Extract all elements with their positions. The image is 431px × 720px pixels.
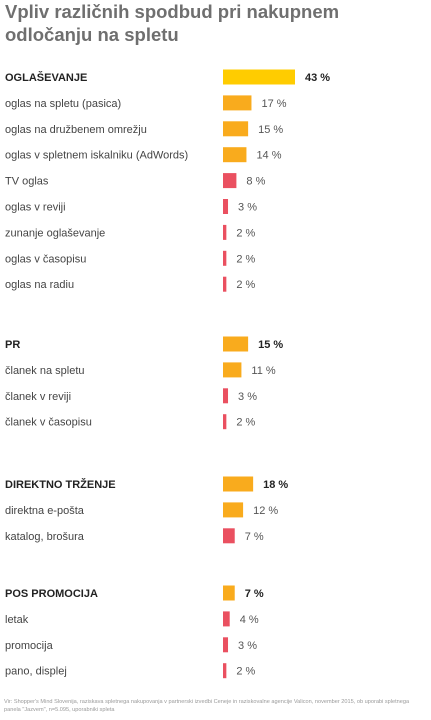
value-label-pr: 15 %	[258, 339, 283, 351]
category-label-pr: PR	[5, 339, 20, 351]
bar-oglas-na-radiu	[223, 276, 227, 292]
bar-oglas-na-druzbenem-omrezju	[223, 121, 249, 137]
bar-letak	[223, 611, 230, 627]
value-label-katalog-brosura: 7 %	[245, 531, 264, 543]
category-label-tv-oglas: TV oglas	[5, 176, 49, 188]
value-label-direktno-trzenje: 18 %	[263, 479, 288, 491]
category-label-katalog-brosura: katalog, brošura	[5, 531, 85, 543]
category-label-oglas-na-druzbenem-omrezju: oglas na družbenem omrežju	[5, 124, 147, 136]
value-label-oglasevanje: 43 %	[305, 72, 330, 84]
bar-direktno-trzenje	[223, 476, 254, 492]
category-label-promocija: promocija	[5, 640, 54, 652]
category-label-clanek-v-reviji: članek v reviji	[5, 391, 71, 403]
bar-zunanje-oglasevanje	[223, 224, 227, 240]
bar-clanek-na-spletu	[223, 362, 242, 378]
bar-direktna-e-posta	[223, 502, 244, 518]
category-label-oglas-na-spletu-pasica: oglas na spletu (pasica)	[5, 98, 121, 110]
bar-oglas-v-spletnem-iskalniku-adwords	[223, 147, 247, 163]
bar-oglas-v-casopisu	[223, 250, 227, 266]
bar-clanek-v-reviji	[223, 388, 229, 404]
bar-oglas-na-spletu-pasica	[223, 95, 252, 111]
value-label-clanek-na-spletu: 11 %	[251, 365, 275, 377]
bar-pr	[223, 336, 249, 352]
value-label-oglas-na-spletu-pasica: 17 %	[261, 98, 286, 110]
value-label-tv-oglas: 8 %	[246, 176, 265, 188]
value-label-oglas-v-reviji: 3 %	[238, 202, 257, 214]
category-label-direktna-e-posta: direktna e-pošta	[5, 505, 85, 517]
category-label-letak: letak	[5, 614, 29, 626]
category-label-direktno-trzenje: DIREKTNO TRŽENJE	[5, 478, 116, 491]
bar-tv-oglas	[223, 173, 237, 189]
category-label-pano-displej: pano, displej	[5, 666, 67, 678]
bar-clanek-v-casopisu	[223, 414, 227, 430]
value-label-pano-displej: 2 %	[236, 666, 255, 678]
category-label-oglas-na-radiu: oglas na radiu	[5, 279, 74, 291]
bar-promocija	[223, 637, 229, 653]
value-label-oglas-na-radiu: 2 %	[236, 279, 255, 291]
value-label-pos-promocija: 7 %	[245, 588, 264, 600]
bar-oglasevanje	[223, 69, 295, 85]
bar-katalog-brosura	[223, 528, 235, 544]
category-label-clanek-na-spletu: članek na spletu	[5, 365, 85, 377]
source-note: Vir: Shopper's Mind Slovenija, raziskava…	[4, 699, 410, 713]
value-label-zunanje-oglasevanje: 2 %	[236, 227, 255, 239]
category-label-clanek-v-casopisu: članek v časopisu	[5, 417, 92, 429]
value-label-direktna-e-posta: 12 %	[253, 505, 278, 517]
bar-chart: OGLAŠEVANJE 43 % oglas na spletu (pasica) 1…	[5, 69, 330, 679]
value-label-oglas-v-spletnem-iskalniku-adwords: 14 %	[256, 150, 281, 162]
bar-pano-displej	[223, 663, 227, 679]
chart-title: Vpliv različnih spodbud pri nakupnem odl…	[5, 1, 340, 45]
bar-pos-promocija	[223, 585, 235, 601]
value-label-promocija: 3 %	[238, 640, 257, 652]
category-label-oglas-v-reviji: oglas v reviji	[5, 202, 66, 214]
value-label-clanek-v-casopisu: 2 %	[236, 417, 255, 429]
value-label-clanek-v-reviji: 3 %	[238, 391, 257, 403]
category-label-zunanje-oglasevanje: zunanje oglaševanje	[5, 227, 105, 239]
category-label-oglasevanje: OGLAŠEVANJE	[5, 71, 87, 84]
value-label-oglas-na-druzbenem-omrezju: 15 %	[258, 124, 283, 136]
value-label-oglas-v-casopisu: 2 %	[236, 253, 255, 265]
bar-oglas-v-reviji	[223, 199, 229, 214]
value-label-letak: 4 %	[240, 614, 259, 626]
category-label-pos-promocija: POS PROMOCIJA	[5, 588, 98, 600]
category-label-oglas-v-spletnem-iskalniku-adwords: oglas v spletnem iskalniku (AdWords)	[5, 150, 188, 162]
category-label-oglas-v-casopisu: oglas v časopisu	[5, 253, 86, 265]
